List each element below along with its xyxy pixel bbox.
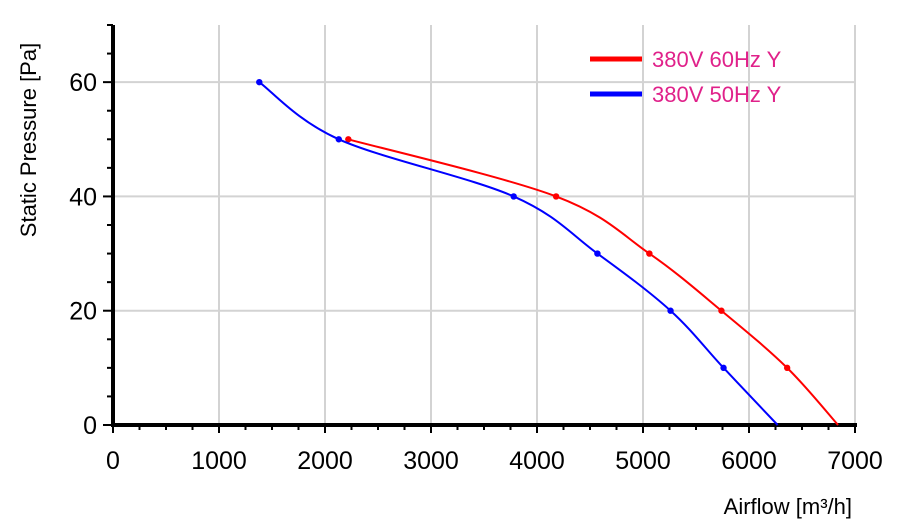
- y-axis-title: Static Pressure [Pa]: [16, 43, 41, 237]
- x-tick-label: 1000: [191, 447, 247, 475]
- x-tick-label: 3000: [403, 447, 459, 475]
- data-point: [335, 136, 342, 143]
- data-point: [720, 364, 727, 372]
- legend-label: 380V 50Hz Y: [652, 82, 782, 107]
- data-point: [552, 193, 560, 200]
- grid: [113, 25, 856, 425]
- series-line: [348, 138, 839, 426]
- x-tick-label: 5000: [615, 447, 671, 475]
- data-point: [718, 307, 725, 314]
- x-tick-label: 7000: [827, 447, 883, 475]
- y-tick-label: 60: [69, 69, 97, 97]
- data-point: [256, 78, 263, 86]
- data-point: [510, 193, 517, 200]
- data-point: [667, 307, 674, 314]
- data-point: [646, 250, 653, 257]
- x-axis-title: Airflow [m³/h]: [724, 494, 852, 519]
- x-tick-label: 0: [106, 447, 120, 475]
- data-point: [345, 136, 352, 143]
- legend-label: 380V 60Hz Y: [652, 47, 782, 72]
- data-point: [783, 364, 791, 372]
- data-point: [594, 250, 601, 257]
- y-tick-label: 20: [69, 298, 97, 326]
- x-tick-label: 2000: [297, 447, 353, 475]
- axes: [103, 24, 857, 433]
- series-lines: [256, 78, 839, 426]
- series-line: [258, 81, 779, 426]
- tick-labels: 0 20 40 60 0 1000 2000 3000 4000 5000 6000 7000: [69, 69, 883, 475]
- x-tick-label: 6000: [721, 447, 777, 475]
- legend: 380V 60Hz Y 380V 50Hz Y: [590, 47, 782, 107]
- y-tick-label: 40: [69, 183, 97, 211]
- y-tick-label: 0: [83, 412, 97, 440]
- x-tick-label: 4000: [509, 447, 565, 475]
